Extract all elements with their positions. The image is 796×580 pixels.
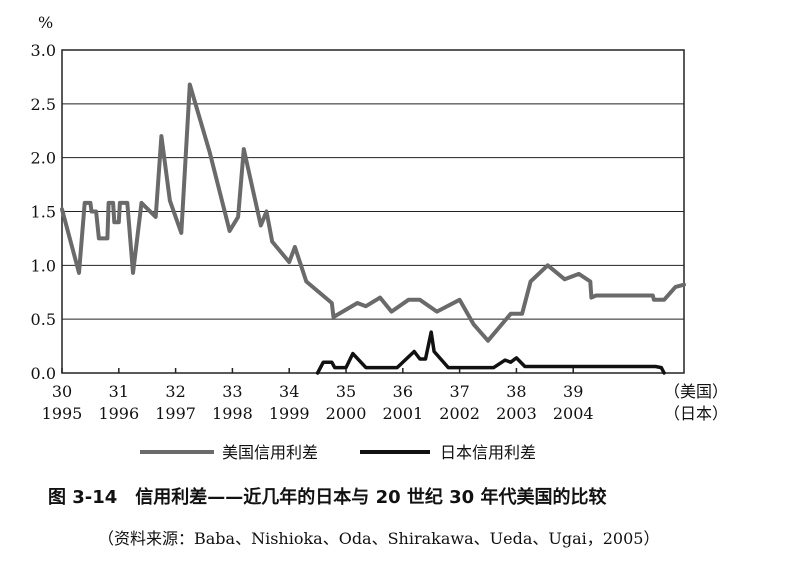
credit-spread-chart: % 0.0 0.5 1.0 1.5 2.0 2.5 3.0 30 1995 31 1996 32 19…	[31, 13, 728, 462]
x-tick-labels: 30 1995 31 1996 32 1997 33 1998 34 1999 35 2000 36 20…	[42, 382, 594, 423]
x-tick-label-jp: 1997	[155, 404, 196, 423]
legend-label-us: 美国信用利差	[222, 443, 318, 462]
x-tick-label-jp: 1996	[98, 404, 139, 423]
y-axis-unit: %	[38, 13, 53, 32]
x-tick-label-jp: 2004	[553, 404, 594, 423]
x-tick-label-us: 37	[449, 382, 469, 401]
y-tick-label: 3.0	[31, 41, 56, 60]
legend: 美国信用利差 日本信用利差	[140, 443, 536, 462]
y-tick-labels: 0.0 0.5 1.0 1.5 2.0 2.5 3.0	[31, 41, 56, 383]
series-line-us	[60, 82, 686, 343]
x-tick-label-jp: 1995	[42, 404, 83, 423]
x-tick-label-us: 38	[506, 382, 526, 401]
x-tick-label-us: 31	[109, 382, 129, 401]
x-axis-note-jp: （日本）	[664, 404, 728, 423]
x-tick-marks	[61, 368, 574, 373]
figure-source: （资料来源：Baba、Nishioka、Oda、Shirakawa、Ueda、U…	[98, 529, 660, 548]
x-tick-label-us: 39	[563, 382, 583, 401]
x-tick-label-us: 30	[52, 382, 72, 401]
x-tick-label-jp: 2001	[382, 404, 423, 423]
y-tick-label: 2.0	[31, 149, 56, 168]
legend-label-jp: 日本信用利差	[440, 443, 536, 462]
y-tick-label: 1.0	[31, 256, 56, 275]
x-tick-label-jp: 2003	[496, 404, 537, 423]
x-tick-label-us: 34	[279, 382, 299, 401]
y-tick-label: 2.5	[31, 95, 56, 114]
x-axis-note-us: （美国）	[664, 382, 728, 401]
y-tick-label: 0.5	[31, 310, 56, 329]
y-tick-label: 0.0	[31, 364, 56, 383]
x-tick-label-jp: 1999	[269, 404, 310, 423]
series-lines	[60, 82, 686, 375]
series-line-jp	[315, 330, 666, 375]
x-tick-label-jp: 2002	[439, 404, 480, 423]
x-tick-label-us: 36	[393, 382, 413, 401]
x-tick-label-jp: 1998	[212, 404, 253, 423]
x-tick-label-jp: 2000	[326, 404, 367, 423]
x-tick-label-us: 32	[165, 382, 185, 401]
x-tick-label-us: 33	[222, 382, 242, 401]
x-tick-label-us: 35	[336, 382, 356, 401]
figure-caption: 图 3-14 信用利差——近几年的日本与 20 世纪 30 年代美国的比较	[48, 487, 607, 508]
y-tick-label: 1.5	[31, 203, 56, 222]
